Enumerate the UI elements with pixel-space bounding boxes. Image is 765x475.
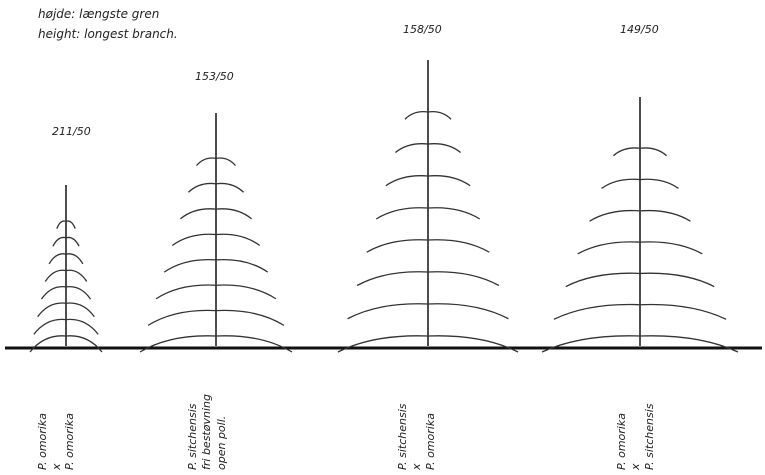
tree-branch (216, 158, 235, 166)
tree-branch (216, 310, 284, 325)
tree-branch (395, 144, 428, 153)
tree-branch (66, 287, 91, 299)
tree-branch (428, 144, 461, 153)
tree-branch (49, 254, 66, 264)
tree-branch (216, 260, 268, 272)
tree-branch (45, 270, 66, 281)
tree-branch (156, 285, 216, 299)
header-line: højde: længste gren (38, 7, 159, 21)
tree-branch (613, 148, 640, 156)
tree-label: P. omorika (615, 413, 628, 470)
tree-label: open poll. (215, 416, 228, 470)
tree-branch (338, 336, 428, 352)
tree-branch (428, 208, 480, 219)
tree-branch (367, 240, 428, 252)
tree-branch (566, 273, 640, 286)
tree-label: P. omorika (424, 413, 437, 470)
tree-label: P. sitchensis (643, 403, 656, 470)
tree-branch (428, 336, 518, 352)
tree-branch (41, 287, 66, 299)
tree-branch (640, 242, 702, 254)
tree-branch (640, 273, 714, 286)
tree-branch (66, 303, 94, 317)
tree-label: x (629, 463, 642, 471)
tree-branch (148, 310, 216, 325)
tree-branch (216, 183, 244, 192)
tree-branch (38, 303, 66, 317)
tree-branch (428, 272, 499, 286)
tree-branch (602, 179, 641, 188)
tree-branch (428, 240, 489, 252)
tree-branch (405, 112, 428, 120)
tree-label: fri bestøvning (200, 394, 213, 470)
header-line: height: longest branch. (38, 27, 178, 41)
tree-code: 211/50 (52, 125, 91, 138)
tree-branch (640, 211, 690, 222)
tree-branch (164, 260, 216, 272)
tree-label: P. omorika (63, 413, 76, 470)
tree-branch (640, 148, 667, 156)
tree-branch (640, 304, 726, 319)
tree-label: P. omorika (36, 413, 49, 470)
tree-label: P. sitchensis (186, 403, 199, 470)
tree-branch (216, 285, 276, 299)
tree-branch (376, 208, 428, 219)
tree-code: 158/50 (403, 23, 442, 36)
tree-branch (66, 319, 98, 334)
tree-label: P. sitchensis (396, 403, 409, 470)
tree-branch (640, 179, 679, 188)
tree-branch (172, 234, 216, 245)
tree-label: x (410, 463, 423, 471)
tree-branch (640, 336, 738, 352)
tree-branch (554, 304, 640, 319)
tree-branch (428, 112, 451, 120)
tree-label: x (50, 463, 63, 471)
diagram: højde: længste gren height: longest bran… (0, 0, 765, 475)
tree-branch (542, 336, 640, 352)
tree-branch (66, 237, 79, 246)
tree-branch (590, 211, 640, 222)
tree-branch (66, 336, 102, 352)
tree-branch (578, 242, 640, 254)
tree-branch (66, 270, 87, 281)
tree-code: 153/50 (195, 70, 234, 83)
tree-branch (216, 336, 292, 352)
tree-branch (386, 176, 428, 186)
tree-branch (180, 209, 216, 219)
tree-branch (66, 254, 83, 264)
tree-branch (357, 272, 428, 286)
tree-branch (348, 304, 428, 319)
tree-branch (428, 304, 508, 319)
tree-branch (188, 183, 216, 192)
tree-branch (53, 237, 66, 246)
tree-branch (57, 221, 66, 229)
tree-branch (34, 319, 66, 334)
tree-branch (30, 336, 66, 352)
tree-branch (197, 158, 216, 166)
tree-branch (216, 234, 260, 245)
tree-branch (140, 336, 216, 352)
tree-branch (66, 221, 75, 229)
tree-branch (216, 209, 252, 219)
tree-code: 149/50 (620, 23, 659, 36)
tree-branch (428, 176, 470, 186)
